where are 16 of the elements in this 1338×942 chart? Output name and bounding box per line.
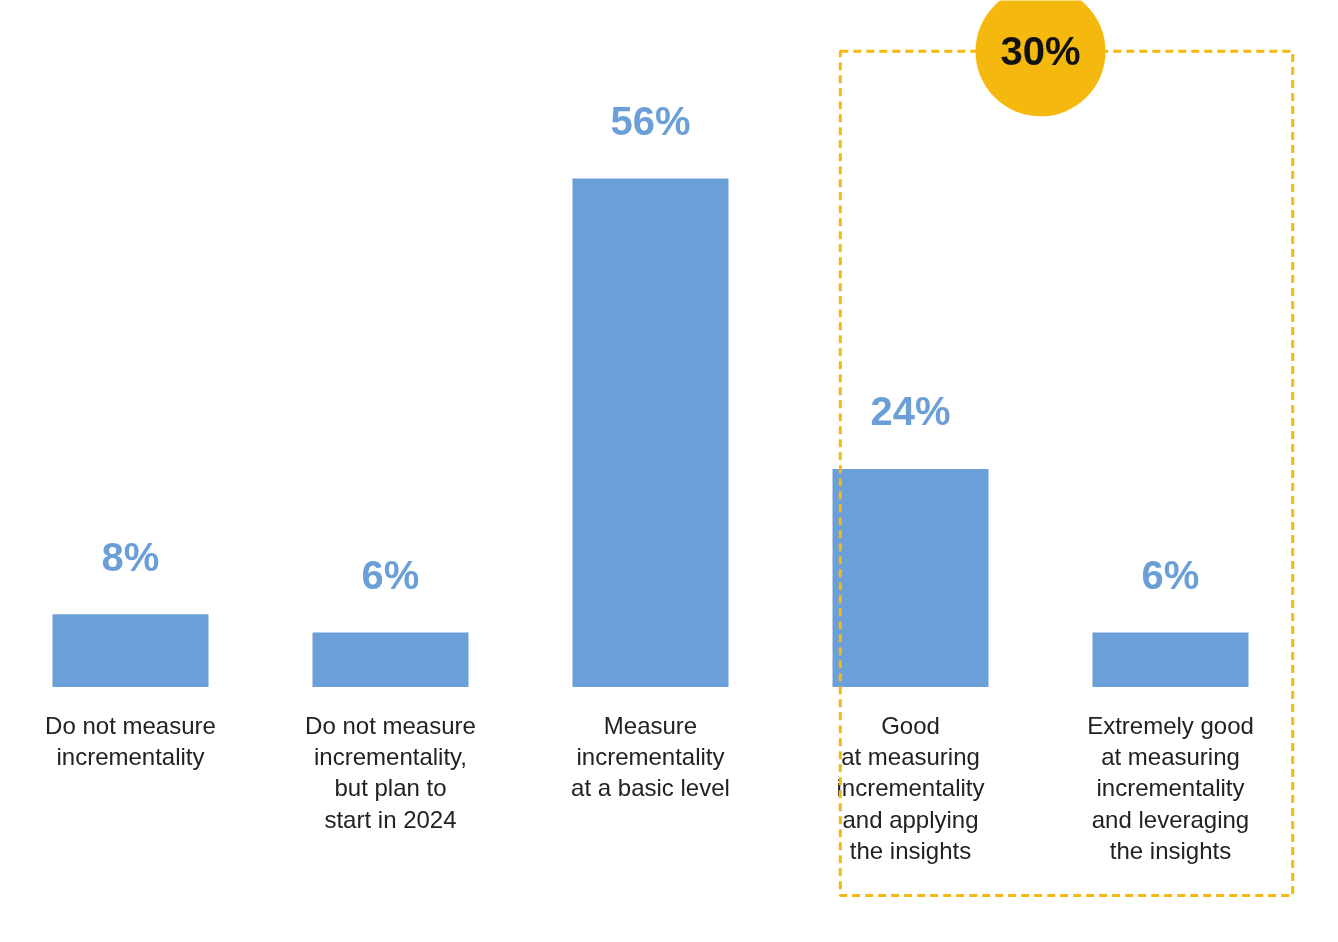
x-tick-label: Do not measure incrementality, but plan to start in 2024 xyxy=(305,712,476,833)
data-label: 6% xyxy=(1141,552,1200,597)
bar xyxy=(52,614,209,687)
data-label: 8% xyxy=(101,534,160,579)
bar xyxy=(1092,632,1249,687)
bar xyxy=(312,632,469,687)
data-label: 24% xyxy=(870,389,951,434)
x-tick-label: Do not measure incrementality xyxy=(45,712,216,771)
bar xyxy=(832,469,989,687)
x-tick-label: Measure incrementality at a basic level xyxy=(571,712,730,802)
x-tick-label: Extremely good at measuring incrementality and leveraging the insights xyxy=(1087,712,1254,864)
data-label: 56% xyxy=(610,98,691,143)
data-label: 6% xyxy=(361,552,420,597)
text: 30% xyxy=(1000,29,1081,74)
x-tick-label: Good at measuring incrementality and applying the insights xyxy=(836,712,985,864)
bar xyxy=(572,178,729,687)
